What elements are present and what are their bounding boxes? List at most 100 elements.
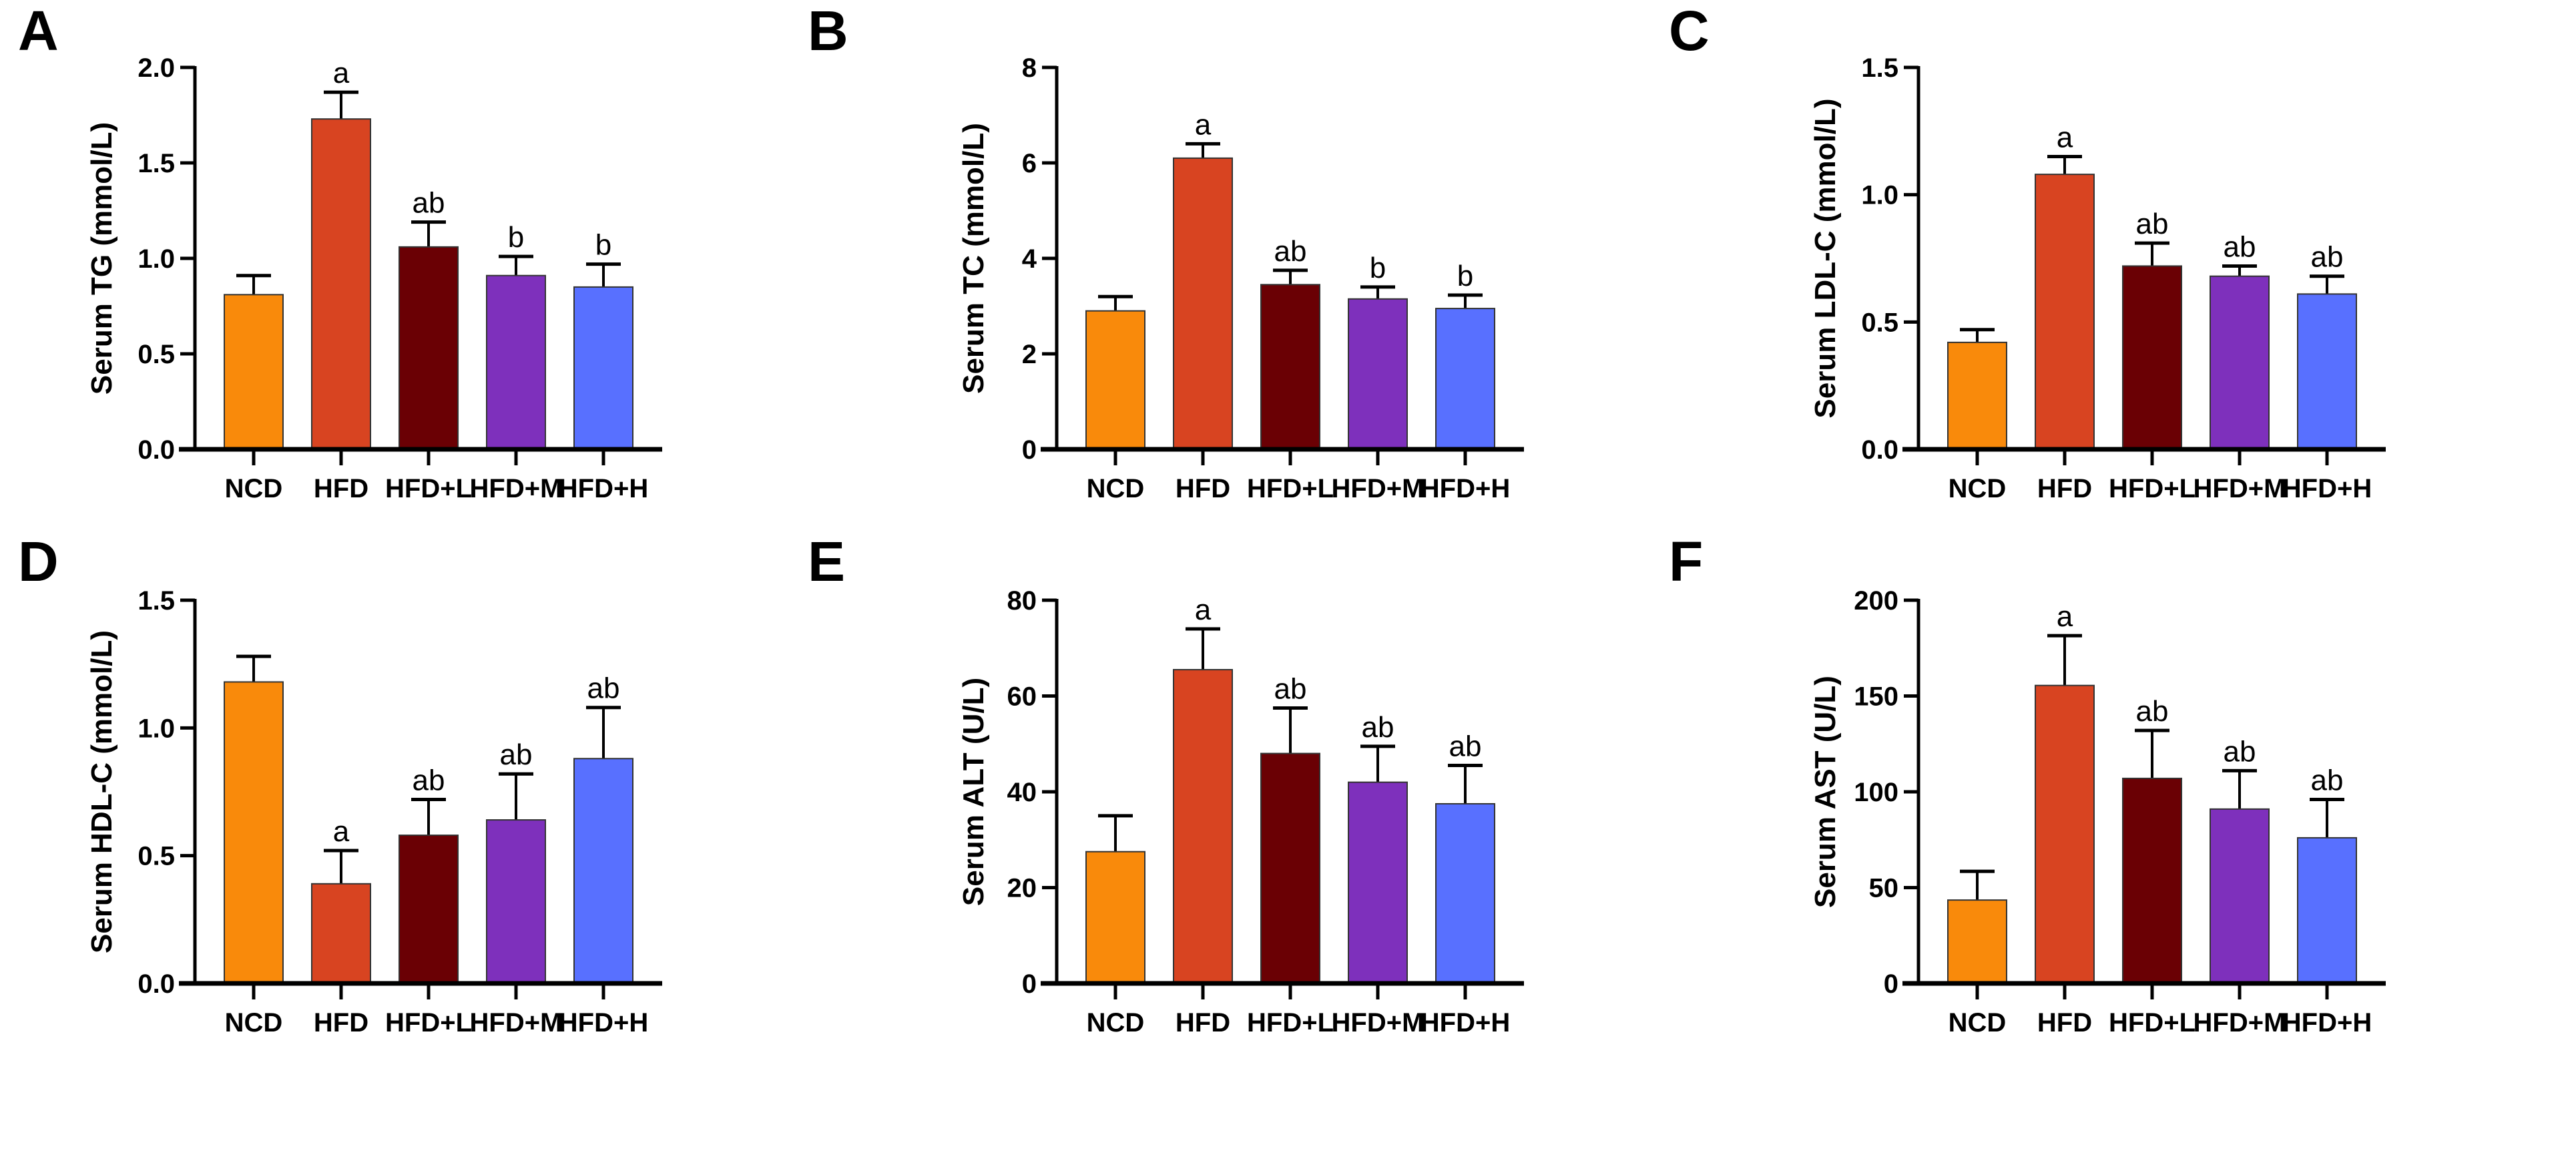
y-axis-label: Serum AST (U/L) <box>1809 676 1842 908</box>
x-tick-label: HFD <box>2037 474 2092 503</box>
y-tick-label: 0 <box>1022 969 1037 999</box>
x-tick-label: HFD+M <box>1332 1008 1425 1037</box>
panel-e: E NCD a HFD ab HFD+L ab HFD+M ab HFD+H 0 20 40 60 80 Se… <box>808 530 1524 1037</box>
panel-f: F NCD a HFD ab HFD+L ab HFD+M ab HFD+H 0 50 100 150 20… <box>1669 530 2386 1037</box>
x-tick-label: HFD+L <box>2109 474 2196 503</box>
bar-hfd <box>1173 157 1233 450</box>
y-tick-label: 1.5 <box>138 586 175 616</box>
bar-hfd <box>2035 174 2095 450</box>
bar-hfd-m <box>2210 275 2270 450</box>
bar-ncd <box>1947 341 2007 451</box>
y-axis-label: Serum TC (mmol/L) <box>957 123 990 394</box>
significance-label: ab <box>1274 672 1307 705</box>
x-tick-label: HFD <box>1176 1008 1230 1037</box>
y-tick-label: 0.5 <box>138 340 175 369</box>
bar-hfd <box>311 883 371 985</box>
significance-label: a <box>1195 108 1212 141</box>
x-tick-label: HFD+H <box>2282 474 2372 503</box>
y-tick-label: 2.0 <box>138 53 175 83</box>
y-tick-label: 0 <box>1884 969 1898 999</box>
bar-hfd-m <box>486 274 546 450</box>
bar-hfd-l <box>2122 265 2182 450</box>
significance-label: a <box>2057 121 2073 154</box>
bar-ncd <box>224 294 284 450</box>
x-tick-label: HFD <box>314 474 368 503</box>
bar-hfd-h <box>1435 802 1495 984</box>
significance-label: a <box>333 815 350 848</box>
y-tick-label: 60 <box>1007 682 1037 712</box>
significance-label: ab <box>1274 235 1307 268</box>
y-tick-label: 6 <box>1022 149 1037 178</box>
y-tick-label: 1.0 <box>1861 181 1898 210</box>
panel-letter: F <box>1669 530 1703 593</box>
x-tick-label: NCD <box>1949 1008 2007 1037</box>
y-tick-label: 20 <box>1007 874 1037 903</box>
bar-ncd <box>1085 851 1145 984</box>
bar-hfd <box>2035 684 2095 984</box>
x-tick-label: HFD+H <box>2282 1008 2372 1037</box>
significance-label: ab <box>2224 230 2256 263</box>
significance-label: a <box>333 57 350 89</box>
significance-label: ab <box>413 187 445 220</box>
x-tick-label: HFD+M <box>1332 474 1425 503</box>
y-tick-label: 1.5 <box>1861 53 1898 83</box>
bar-ncd <box>1947 899 2007 985</box>
panel-d: D NCD a HFD ab HFD+L ab HFD+M ab HFD+H 0.0 0.5 1.0 1.… <box>18 530 662 1037</box>
x-tick-label: HFD+H <box>1421 474 1510 503</box>
x-tick-label: NCD <box>225 474 283 503</box>
significance-label: ab <box>413 764 445 796</box>
x-tick-label: HFD+L <box>385 1008 472 1037</box>
y-axis-label: Serum TG (mmol/L) <box>85 122 118 395</box>
significance-label: ab <box>2136 208 2169 240</box>
y-tick-label: 0.5 <box>138 842 175 871</box>
significance-label: ab <box>1449 730 1482 763</box>
bar-hfd-h <box>1435 308 1495 451</box>
y-tick-label: 8 <box>1022 53 1037 83</box>
panel-b: B NCD a HFD ab HFD+L b HFD+M b HFD+H 0 2 4 6 8 Serum TC… <box>808 0 1524 503</box>
significance-label: ab <box>500 738 533 771</box>
y-tick-label: 40 <box>1007 778 1037 807</box>
x-tick-label: HFD <box>2037 1008 2092 1037</box>
x-tick-label: HFD+L <box>1247 474 1334 503</box>
bar-hfd-l <box>1260 752 1320 984</box>
x-tick-label: NCD <box>1949 474 2007 503</box>
x-tick-label: HFD+H <box>1421 1008 1510 1037</box>
y-tick-label: 80 <box>1007 586 1037 616</box>
x-tick-label: NCD <box>225 1008 283 1037</box>
bar-hfd-m <box>486 819 546 985</box>
y-tick-label: 150 <box>1854 682 1898 712</box>
x-tick-label: HFD+H <box>559 474 648 503</box>
significance-label: ab <box>2311 241 2344 274</box>
x-tick-label: HFD+M <box>470 474 563 503</box>
significance-label: ab <box>2311 764 2344 796</box>
bar-hfd-m <box>1348 781 1408 985</box>
panel-letter: A <box>18 0 59 62</box>
x-tick-label: NCD <box>1087 474 1145 503</box>
x-tick-label: HFD+M <box>2194 1008 2286 1037</box>
bar-hfd-m <box>1348 298 1408 450</box>
panel-letter: B <box>808 0 848 62</box>
bar-hfd-l <box>2122 777 2182 985</box>
x-tick-label: HFD+L <box>1247 1008 1334 1037</box>
significance-label: ab <box>2136 695 2169 728</box>
significance-label: ab <box>1362 711 1394 744</box>
significance-label: b <box>1457 260 1473 292</box>
x-tick-label: NCD <box>1087 1008 1145 1037</box>
bar-hfd-h <box>2297 837 2357 984</box>
y-tick-label: 50 <box>1869 874 1899 903</box>
panel-letter: D <box>18 530 59 593</box>
panel-a: A NCD a HFD ab HFD+L b HFD+M b HFD+H 0.0 0.5 1.0 1.5 2… <box>18 0 662 503</box>
significance-label: a <box>2057 600 2073 633</box>
y-tick-label: 1.5 <box>138 149 175 178</box>
bar-ncd <box>1085 310 1145 450</box>
significance-label: b <box>1370 252 1386 284</box>
bar-hfd-l <box>399 246 459 450</box>
x-tick-label: HFD <box>314 1008 368 1037</box>
y-axis-label: Serum LDL-C (mmol/L) <box>1809 98 1842 418</box>
significance-label: b <box>508 221 524 254</box>
y-tick-label: 0.0 <box>138 969 175 999</box>
y-axis-label: Serum ALT (U/L) <box>957 678 990 906</box>
x-tick-label: HFD+M <box>2194 474 2286 503</box>
panel-c: C NCD a HFD ab HFD+L ab HFD+M ab HFD+H 0.0 0.5 1.0 1.… <box>1669 0 2386 503</box>
x-tick-label: HFD+L <box>2109 1008 2196 1037</box>
